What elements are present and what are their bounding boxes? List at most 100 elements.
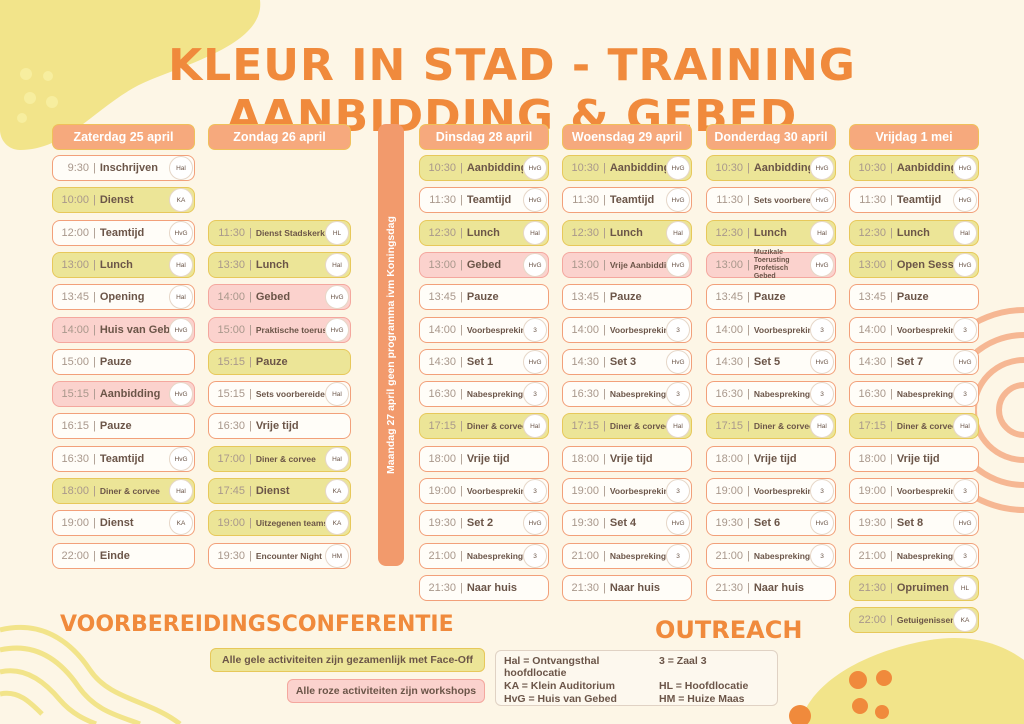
schedule-item: 18:00 | Diner & corvee Hal [52,478,195,504]
separator: | [747,453,750,465]
separator: | [603,582,606,594]
event-time: 13:45 [61,291,89,303]
separator: | [603,550,606,562]
event-name: Set 4 [609,517,637,529]
event-time: 14:30 [428,356,456,368]
schedule-item: 11:30 | Teamtijd HvG [419,187,549,213]
event-name: Vrije tijd [753,453,797,465]
event-time: 13:30 [217,259,245,271]
event-time: 12:30 [715,227,743,239]
event-name: Pauze [466,291,499,303]
separator: | [460,550,463,562]
event-name: Vrije tijd [255,420,299,432]
event-time: 9:30 [67,162,89,174]
schedule-item: 14:30 | Set 1 HvG [419,349,549,375]
schedule-item: 16:30 | Nabespreking 3 [419,381,549,407]
event-name: Diner & corvee [99,486,160,496]
separator: | [249,550,252,562]
schedule-item: 21:30 | Naar huis [419,575,549,601]
schedule-item: 14:00 |Voorbespreking3 [562,317,692,343]
schedule-item: 19:30 | Set 8 HvG [849,510,979,536]
schedule-item: 14:00 |Voorbespreking3 [419,317,549,343]
schedule-item: 14:30 | Set 5 HvG [706,349,836,375]
separator: | [890,194,893,206]
separator: | [93,517,96,529]
event-time: 16:30 [858,388,886,400]
schedule-item: 21:00 | Nabespreking 3 [562,543,692,569]
location-badge: 3 [666,382,690,406]
location-badge: Hal [666,221,690,245]
location-badge: Hal [169,156,193,180]
location-badge: Hal [810,221,834,245]
separator: | [890,259,893,271]
event-time: 12:30 [428,227,456,239]
separator: | [93,388,96,400]
event-time: 11:30 [716,194,743,206]
legend-item: 3 = Zaal 3 [659,655,707,667]
event-name: Pauze [255,356,288,368]
schedule-item: 22:00 | Einde [52,543,195,569]
location-badge: HvG [523,511,547,535]
schedule-item: 16:30 | Nabespreking 3 [562,381,692,407]
location-badge: HvG [523,156,547,180]
separator: | [747,324,750,336]
schedule-item: 14:00 |Voorbespreking3 [706,317,836,343]
location-badge: 3 [523,544,547,568]
separator: | [747,356,750,368]
event-time: 21:00 [428,550,456,562]
event-time: 18:00 [715,453,743,465]
event-name: Voorbespreking [466,486,523,496]
location-badge: 3 [523,479,547,503]
event-name: Encounter Night [255,551,322,561]
schedule-item: 12:30 | Lunch Hal [706,220,836,246]
schedule-item: 15:15 | Sets voorbereiden Hal [208,381,351,407]
event-name: Pauze [753,291,786,303]
separator: | [460,356,463,368]
separator: | [460,485,463,497]
event-time: 19:30 [428,517,456,529]
event-time: 19:30 [217,550,245,562]
event-name: Uitzegenen teams [255,518,325,528]
schedule-item: 13:00 | Muzikale Toerusting Profetisch Geb… [706,249,836,280]
separator: | [93,291,96,303]
event-time: 22:00 [61,550,89,562]
event-name: Huis van Gebed [99,324,169,336]
separator: | [603,388,606,400]
event-time: 21:00 [858,550,886,562]
schedule-item: 10:00 | Dienst KA [52,187,195,213]
location-badge: HvG [666,511,690,535]
event-time: 11:30 [859,194,886,206]
separator: | [890,485,893,497]
location-badge: Hal [169,479,193,503]
separator: | [93,453,96,465]
event-time: 16:30 [715,388,743,400]
event-time: 13:00 [428,259,456,271]
schedule-item: 14:00 |Voorbespreking3 [849,317,979,343]
event-name: Aanbidding [99,388,161,400]
event-time: 19:00 [217,517,245,529]
separator: | [890,291,893,303]
decorative-arcs-right [975,307,1024,513]
event-time: 11:30 [572,194,599,206]
location-badge: HvG [810,350,834,374]
location-badge: Hal [325,447,349,471]
location-badge: 3 [810,544,834,568]
outreach-title: OUTREACH [655,616,803,644]
schedule-item: 12:30 | Lunch Hal [849,220,979,246]
separator: | [249,259,252,271]
separator: | [747,550,750,562]
event-name: Voorbespreking [753,486,810,496]
schedule-item: 21:00 | Nabespreking 3 [706,543,836,569]
location-badge: 3 [523,382,547,406]
separator: | [747,259,750,271]
event-name: Diner & corvee [753,421,810,431]
schedule-item: 13:45 | Pauze [849,284,979,310]
schedule-item: 11:30 | Dienst Stadskerk HL [208,220,351,246]
location-badge: 3 [810,382,834,406]
event-time: 10:30 [858,162,886,174]
event-time: 13:45 [715,291,743,303]
schedule-item: 19:00 | Dienst KA [52,510,195,536]
schedule-item: 19:30 | Encounter Night HM [208,543,351,569]
event-time: 10:30 [428,162,456,174]
event-time: 22:00 [858,614,886,626]
